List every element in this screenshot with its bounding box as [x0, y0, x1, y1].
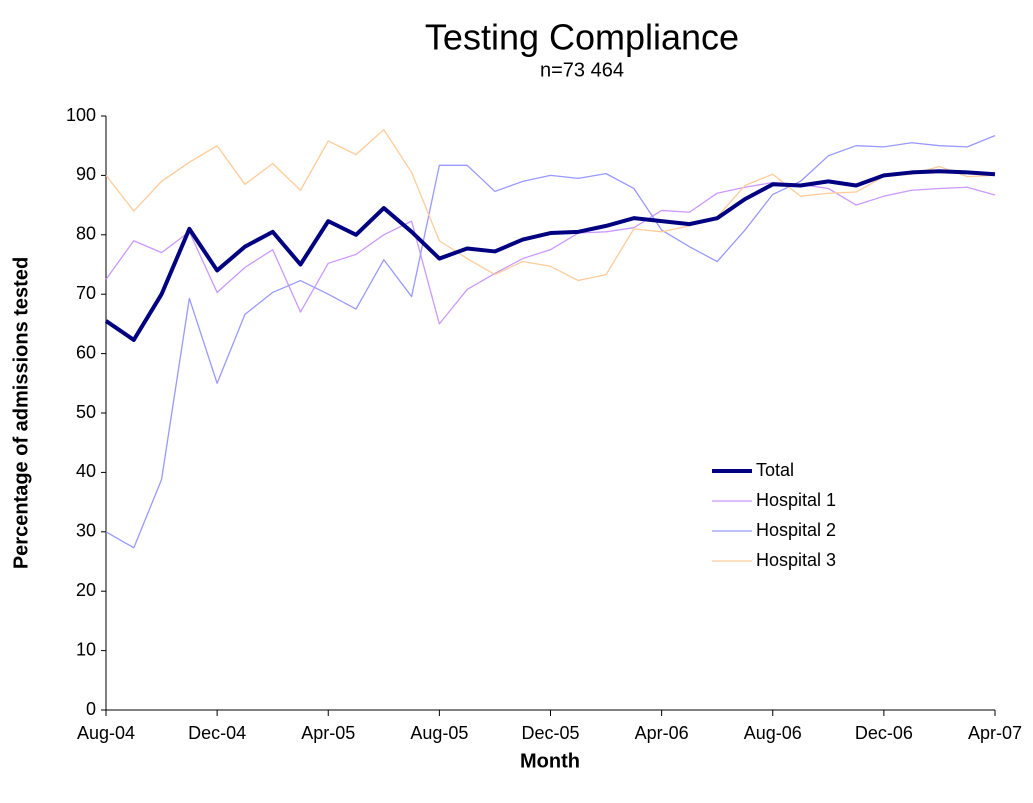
y-tick-label: 20	[76, 580, 96, 600]
legend-label: Hospital 2	[756, 520, 836, 540]
x-tick-label: Dec-04	[188, 723, 246, 743]
series-line	[105, 134, 996, 549]
series-line	[104, 169, 996, 342]
x-tick-label: Apr-05	[301, 723, 355, 743]
x-tick-label: Apr-07	[968, 723, 1022, 743]
series-line	[105, 181, 996, 325]
y-tick-label: 50	[76, 402, 96, 422]
y-tick-label: 100	[66, 105, 96, 125]
x-axis-label: Month	[520, 750, 580, 772]
x-tick-label: Aug-05	[410, 723, 468, 743]
y-tick-label: 30	[76, 521, 96, 541]
legend-label: Total	[756, 460, 794, 480]
y-tick-label: 70	[76, 283, 96, 303]
y-tick-label: 10	[76, 639, 96, 659]
legend-label: Hospital 3	[756, 550, 836, 570]
y-tick-label: 90	[76, 164, 96, 184]
chart-subtitle: n=73 464	[540, 59, 624, 81]
chart-title: Testing Compliance	[425, 17, 739, 58]
x-tick-label: Aug-04	[77, 723, 135, 743]
y-tick-label: 0	[86, 699, 96, 719]
y-tick-label: 60	[76, 342, 96, 362]
y-axis-label: Percentage of admissions tested	[10, 257, 32, 569]
y-tick-label: 40	[76, 461, 96, 481]
x-tick-label: Apr-06	[635, 723, 689, 743]
y-tick-label: 80	[76, 224, 96, 244]
legend-label: Hospital 1	[756, 490, 836, 510]
x-tick-label: Dec-06	[855, 723, 913, 743]
x-tick-label: Dec-05	[521, 723, 579, 743]
series-line	[105, 129, 996, 282]
x-tick-label: Aug-06	[744, 723, 802, 743]
